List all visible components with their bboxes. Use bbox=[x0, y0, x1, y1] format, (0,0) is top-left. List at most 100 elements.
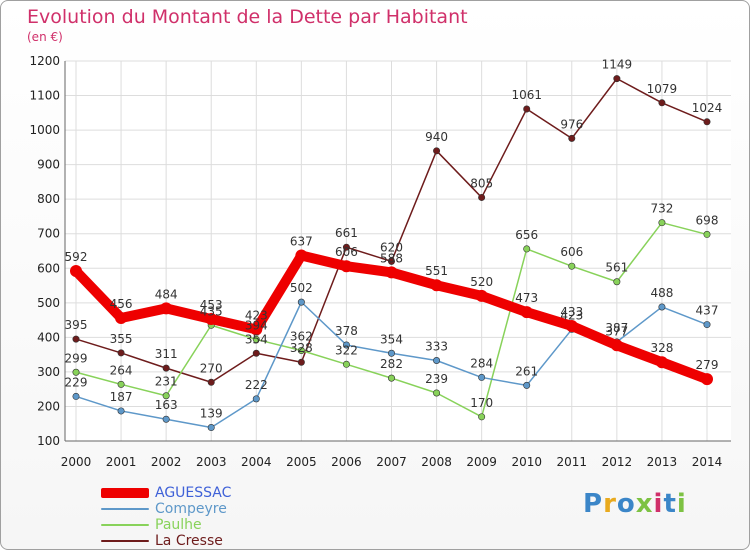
data-point bbox=[475, 289, 488, 302]
data-label: 606 bbox=[560, 245, 583, 259]
data-point bbox=[703, 118, 711, 126]
chart-title: Evolution du Montant de la Dette par Hab… bbox=[27, 6, 468, 28]
y-tick-label: 1100 bbox=[29, 89, 60, 103]
data-point bbox=[523, 245, 531, 253]
data-point bbox=[160, 302, 173, 315]
data-point bbox=[523, 381, 531, 389]
data-label: 976 bbox=[560, 117, 583, 131]
unit-label: (en €) bbox=[27, 30, 63, 44]
logo-letter: o bbox=[616, 489, 636, 519]
data-label: 1079 bbox=[647, 82, 678, 96]
data-label: 362 bbox=[290, 329, 313, 343]
data-point bbox=[655, 356, 668, 369]
data-point bbox=[568, 134, 576, 142]
data-point bbox=[387, 349, 395, 357]
x-tick-label: 2002 bbox=[151, 455, 182, 469]
x-tick-label: 2009 bbox=[466, 455, 497, 469]
data-label: 322 bbox=[335, 343, 358, 357]
legend-item: AGUESSAC bbox=[101, 485, 231, 501]
data-label: 698 bbox=[696, 213, 719, 227]
legend-swatch bbox=[101, 508, 149, 510]
legend-label: La Cresse bbox=[155, 533, 223, 549]
data-label: 1149 bbox=[602, 58, 633, 72]
legend-swatch bbox=[101, 524, 149, 526]
x-tick-label: 2013 bbox=[647, 455, 678, 469]
data-point bbox=[658, 99, 666, 107]
data-label: 328 bbox=[650, 341, 673, 355]
x-tick-label: 2008 bbox=[421, 455, 452, 469]
data-label: 1061 bbox=[511, 88, 542, 102]
data-point bbox=[520, 306, 533, 319]
x-tick-label: 2004 bbox=[241, 455, 272, 469]
legend: AGUESSAC Compeyre Paulhe La Cresse bbox=[101, 485, 231, 549]
legend-label: Paulhe bbox=[155, 517, 202, 533]
data-label: 395 bbox=[65, 318, 88, 332]
data-point bbox=[117, 349, 125, 357]
data-label: 435 bbox=[200, 304, 223, 318]
y-tick-label: 100 bbox=[37, 434, 60, 448]
data-label: 299 bbox=[65, 351, 88, 365]
data-point bbox=[703, 230, 711, 238]
data-label: 656 bbox=[515, 228, 538, 242]
logo-letter: P bbox=[583, 489, 604, 519]
data-point bbox=[342, 243, 350, 251]
data-point bbox=[478, 373, 486, 381]
data-point bbox=[387, 374, 395, 382]
data-label: 355 bbox=[110, 332, 133, 346]
logo-letter: x bbox=[635, 489, 654, 519]
data-point bbox=[433, 389, 441, 397]
y-tick-label: 400 bbox=[37, 330, 60, 344]
data-label: 163 bbox=[155, 398, 178, 412]
data-point bbox=[252, 335, 260, 343]
data-label: 328 bbox=[290, 341, 313, 355]
data-label: 484 bbox=[155, 287, 178, 301]
y-tick-label: 200 bbox=[37, 399, 60, 413]
data-label: 231 bbox=[155, 375, 178, 389]
data-label: 264 bbox=[110, 363, 133, 377]
data-point bbox=[342, 360, 350, 368]
data-point bbox=[72, 368, 80, 376]
legend-swatch bbox=[101, 488, 149, 498]
data-label: 805 bbox=[470, 176, 493, 190]
data-point bbox=[565, 319, 578, 332]
data-label: 187 bbox=[110, 390, 133, 404]
data-label: 551 bbox=[425, 264, 448, 278]
data-label: 488 bbox=[650, 286, 673, 300]
x-tick-label: 2003 bbox=[196, 455, 227, 469]
data-label: 139 bbox=[200, 407, 223, 421]
data-point bbox=[385, 266, 398, 279]
x-tick-label: 2012 bbox=[602, 455, 633, 469]
data-point bbox=[162, 415, 170, 423]
data-point bbox=[252, 395, 260, 403]
y-tick-label: 900 bbox=[37, 158, 60, 172]
data-point bbox=[433, 147, 441, 155]
y-tick-label: 500 bbox=[37, 296, 60, 310]
data-point bbox=[387, 257, 395, 265]
data-label: 378 bbox=[335, 324, 358, 338]
data-label: 940 bbox=[425, 130, 448, 144]
data-point bbox=[613, 75, 621, 83]
data-label: 453 bbox=[200, 298, 223, 312]
x-tick-label: 2014 bbox=[692, 455, 723, 469]
x-tick-label: 2011 bbox=[557, 455, 588, 469]
data-point bbox=[297, 298, 305, 306]
data-label: 354 bbox=[245, 332, 268, 346]
data-point bbox=[162, 364, 170, 372]
data-point bbox=[613, 278, 621, 286]
data-label: 261 bbox=[515, 364, 538, 378]
legend-label: Compeyre bbox=[155, 501, 227, 517]
data-label: 433 bbox=[560, 305, 583, 319]
data-point bbox=[250, 323, 263, 336]
data-point bbox=[205, 313, 218, 326]
data-label: 620 bbox=[380, 240, 403, 254]
x-tick-label: 2006 bbox=[331, 455, 362, 469]
data-label: 502 bbox=[290, 281, 313, 295]
data-label: 270 bbox=[200, 361, 223, 375]
x-tick-label: 2001 bbox=[106, 455, 137, 469]
data-point bbox=[568, 262, 576, 270]
x-tick-label: 2005 bbox=[286, 455, 317, 469]
logo-letter: r bbox=[603, 489, 617, 519]
data-point bbox=[207, 424, 215, 432]
y-tick-label: 600 bbox=[37, 261, 60, 275]
